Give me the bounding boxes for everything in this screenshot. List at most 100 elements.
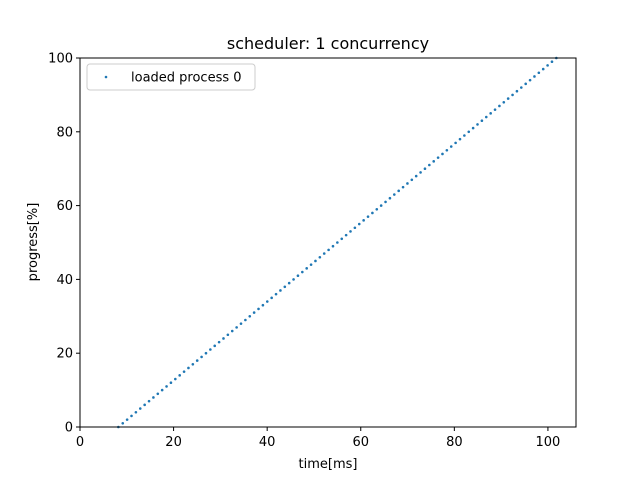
data-point — [489, 112, 492, 115]
data-point — [393, 193, 396, 196]
data-point — [182, 370, 186, 373]
x-axis-label: time[ms] — [299, 457, 358, 472]
plot-frame — [79, 57, 577, 428]
data-point — [305, 267, 309, 270]
data-point — [445, 148, 449, 152]
data-point — [344, 233, 348, 237]
data-point — [524, 82, 527, 86]
x-axis-ticks: 0 20 40 60 80 100 — [76, 427, 560, 450]
data-point — [550, 60, 554, 63]
data-point — [336, 241, 339, 244]
legend-box — [86, 63, 256, 91]
data-point — [274, 292, 278, 296]
data-point — [423, 167, 427, 170]
data-point — [353, 226, 357, 230]
data-point — [357, 222, 361, 226]
data-point — [520, 86, 523, 89]
data-point — [454, 141, 457, 145]
data-point — [279, 289, 282, 292]
x-tick-label: 100 — [536, 435, 561, 450]
data-point — [292, 278, 295, 281]
data-point — [195, 359, 199, 362]
data-point — [230, 329, 234, 333]
data-point — [366, 215, 370, 218]
data-point — [406, 182, 409, 185]
data-point — [134, 410, 138, 414]
data-point — [397, 189, 400, 193]
y-tick-label: 20 — [56, 347, 73, 362]
x-tick-label: 80 — [446, 435, 463, 450]
data-point — [401, 185, 405, 189]
data-point — [301, 270, 304, 274]
data-point — [384, 200, 387, 204]
data-point — [217, 340, 221, 344]
data-point — [511, 93, 514, 97]
y-tick-label: 60 — [56, 199, 73, 214]
legend-label-loaded-process-0: loaded process 0 — [131, 71, 242, 86]
data-point — [533, 75, 536, 78]
data-point — [371, 211, 374, 215]
data-point — [174, 377, 177, 381]
data-point — [244, 318, 247, 322]
data-point — [165, 385, 168, 388]
data-point — [471, 126, 475, 130]
data-point — [379, 204, 383, 207]
x-tick-label: 20 — [165, 435, 182, 450]
data-point — [541, 67, 545, 71]
data-point — [209, 348, 212, 351]
data-point — [222, 337, 225, 340]
data-point — [156, 392, 160, 396]
data-point — [436, 156, 440, 159]
data-point — [191, 362, 195, 366]
data-point — [125, 418, 129, 421]
data-point — [476, 123, 479, 126]
data-point — [287, 281, 291, 285]
data-point — [410, 178, 414, 182]
data-point — [296, 274, 300, 278]
data-point — [331, 244, 335, 248]
data-point — [160, 388, 164, 392]
data-point — [121, 422, 125, 425]
y-tick-label: 40 — [56, 273, 73, 288]
data-point — [414, 174, 418, 178]
data-point — [239, 322, 243, 325]
legend-marker-loaded-process-0 — [104, 75, 108, 79]
x-tick-label: 60 — [352, 435, 369, 450]
y-tick-label: 80 — [56, 125, 73, 140]
legend: loaded process 0 — [86, 63, 256, 91]
data-point — [138, 407, 142, 410]
x-tick-label: 0 — [76, 435, 84, 450]
data-point — [314, 259, 317, 263]
chart-title: scheduler: 1 concurrency — [227, 34, 429, 53]
data-point — [318, 255, 322, 259]
data-point — [187, 366, 190, 370]
data-point — [449, 145, 453, 148]
data-point — [270, 296, 273, 300]
data-point — [169, 381, 173, 385]
data-point — [441, 152, 444, 156]
data-point — [143, 403, 146, 407]
data-point — [235, 326, 238, 329]
y-axis-ticks: 0 20 40 60 80 100 — [48, 52, 80, 436]
data-point — [200, 355, 203, 359]
data-point — [528, 78, 532, 82]
y-tick-label: 0 — [65, 421, 73, 436]
y-axis-label: progress[%] — [26, 203, 41, 282]
data-point — [309, 263, 313, 266]
data-point — [375, 207, 379, 211]
data-point — [515, 89, 519, 93]
data-point — [428, 163, 431, 167]
data-point — [226, 333, 230, 337]
data-point — [498, 104, 501, 108]
data-point — [252, 311, 256, 314]
x-tick-label: 40 — [259, 435, 276, 450]
data-point — [340, 237, 344, 241]
data-point — [537, 71, 541, 75]
data-point — [480, 119, 484, 123]
data-point — [130, 414, 133, 418]
data-point — [261, 303, 265, 307]
data-point — [502, 100, 506, 104]
plot-marks — [117, 56, 558, 429]
data-point — [458, 137, 462, 141]
